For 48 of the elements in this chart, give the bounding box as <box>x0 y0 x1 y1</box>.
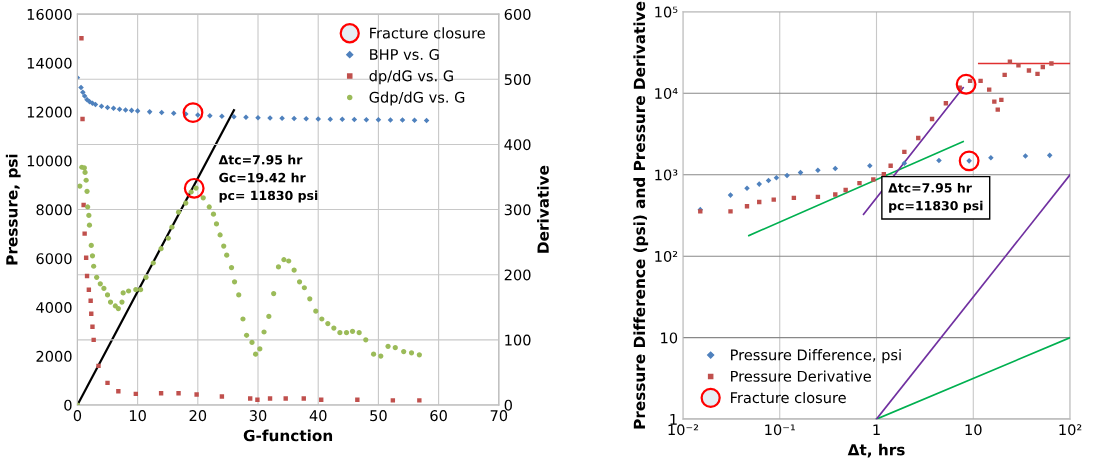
x-tick-label: 50 <box>370 410 387 422</box>
x-tick-label: 20 <box>189 410 207 422</box>
x-tick-label: 10⁻¹ <box>765 424 795 436</box>
y-tick-label: 10⁵ <box>655 6 678 18</box>
y-tick-label: 10000 <box>27 155 72 167</box>
y-tick-label: 16000 <box>27 8 72 20</box>
y2-tick-label: 200 <box>504 269 531 281</box>
legend-label: BHP vs. G <box>370 48 439 60</box>
x-tick-label: 40 <box>309 410 327 422</box>
x-tick-label: 1 <box>873 424 880 436</box>
y-tick-label: 4000 <box>36 301 72 314</box>
x-tick-label: 30 <box>249 410 267 422</box>
y2-tick-label: 0 <box>504 399 512 411</box>
legend-label: Fracture closure <box>370 27 485 39</box>
y-tick-label: 8000 <box>36 204 72 216</box>
y-axis-title: Pressure, psi <box>5 154 21 265</box>
y-tick-label: 6000 <box>36 253 72 265</box>
legend-label: dp/dG vs. G <box>369 70 453 85</box>
y-tick-label: 10³ <box>655 169 678 181</box>
y-tick-label: 12000 <box>27 106 72 118</box>
y2-tick-label: 300 <box>504 204 531 216</box>
x-tick-label: 10 <box>965 424 982 436</box>
x-tick-label: 0 <box>73 410 82 422</box>
y2-tick-label: 500 <box>504 74 531 86</box>
x-tick-label: 10 <box>129 410 146 422</box>
x-tick-label: 10⁻² <box>668 424 699 436</box>
y-tick-label: 10 <box>661 332 678 344</box>
legend-label: Fracture closure <box>731 391 846 404</box>
y2-tick-label: 600 <box>504 8 531 20</box>
y-tick-label: 2000 <box>36 350 72 362</box>
legend-label: Pressure Difference, psi <box>731 349 901 364</box>
x-axis-title: Δt, hrs <box>847 443 905 458</box>
y-axis-title: Pressure Difference (psi) and Pressure Derivative <box>633 1 649 429</box>
x-tick-label: 70 <box>490 410 508 422</box>
y-tick-label: 10² <box>655 250 678 262</box>
annotation: Δtc=7.95 hr pc=11830 psi <box>888 182 983 213</box>
x-tick-label: 10² <box>1059 424 1082 436</box>
legend-label: Gdp/dG vs. G <box>369 91 465 106</box>
y-tick-label: 0 <box>64 399 72 411</box>
y2-axis-title: Derivative <box>537 165 549 253</box>
y2-tick-label: 100 <box>505 334 531 346</box>
x-axis-title: G-function <box>243 429 333 442</box>
y2-tick-label: 400 <box>504 139 531 151</box>
x-tick-label: 60 <box>430 410 447 422</box>
legend-label: Pressure Derivative <box>731 370 871 382</box>
annotation: Δtc=7.95 hr Gc=19.42 hr pc= 11830 psi <box>218 154 318 203</box>
y-tick-label: 14000 <box>27 57 72 69</box>
y-tick-label: 10⁴ <box>655 87 678 100</box>
